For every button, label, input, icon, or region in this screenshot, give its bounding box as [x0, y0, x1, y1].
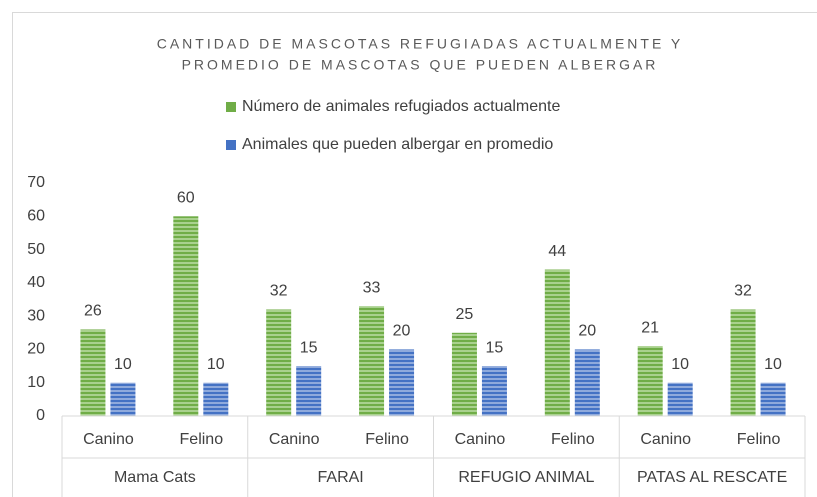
- legend-swatch: [226, 102, 236, 112]
- bar: [296, 366, 322, 416]
- bar: [80, 329, 106, 416]
- bar: [481, 366, 507, 416]
- chart-title: CANTIDAD DE MASCOTAS REFUGIADAS ACTUALME…: [157, 36, 684, 52]
- data-label: 20: [578, 323, 596, 340]
- legend-swatch: [226, 140, 236, 150]
- y-tick-label: 70: [27, 174, 45, 191]
- x-tick-label: Canino: [83, 431, 134, 448]
- x-tick-label: Felino: [365, 431, 409, 448]
- bar: [637, 346, 663, 416]
- bar: [203, 382, 229, 416]
- data-label: 26: [84, 303, 102, 320]
- legend-label: Animales que pueden albergar en promedio: [242, 136, 553, 153]
- x-tick-label: Felino: [737, 431, 781, 448]
- group-label: FARAI: [318, 469, 364, 486]
- group-label: Mama Cats: [114, 469, 196, 486]
- group-label: PATAS AL RESCATE: [637, 469, 787, 486]
- bar: [544, 269, 570, 416]
- bar: [173, 216, 199, 416]
- y-tick-label: 40: [27, 274, 45, 291]
- bar: [359, 306, 385, 416]
- data-label: 44: [548, 243, 566, 260]
- y-tick-label: 30: [27, 307, 45, 324]
- data-label: 10: [207, 356, 225, 373]
- data-label: 32: [734, 283, 752, 300]
- x-tick-label: Canino: [455, 431, 506, 448]
- bar: [760, 382, 786, 416]
- x-tick-label: Felino: [180, 431, 224, 448]
- bar: [110, 382, 136, 416]
- chart-border: [12, 12, 817, 497]
- y-tick-label: 10: [27, 374, 45, 391]
- data-label: 10: [671, 356, 689, 373]
- x-tick-label: Canino: [269, 431, 320, 448]
- bar: [266, 309, 292, 416]
- group-label: REFUGIO ANIMAL: [458, 469, 594, 486]
- data-label: 15: [300, 339, 318, 356]
- data-label: 10: [764, 356, 782, 373]
- x-tick-label: Canino: [640, 431, 691, 448]
- bar: [730, 309, 756, 416]
- chart-title: PROMEDIO DE MASCOTAS QUE PUEDEN ALBERGAR: [182, 57, 659, 73]
- bar: [667, 382, 693, 416]
- y-tick-label: 50: [27, 241, 45, 258]
- y-tick-label: 20: [27, 341, 45, 358]
- data-label: 33: [363, 279, 381, 296]
- data-label: 60: [177, 190, 195, 207]
- data-label: 21: [641, 319, 659, 336]
- x-tick-label: Felino: [551, 431, 595, 448]
- data-label: 10: [114, 356, 132, 373]
- data-label: 25: [456, 306, 474, 323]
- y-tick-label: 0: [36, 407, 45, 424]
- data-label: 32: [270, 283, 288, 300]
- bar: [389, 349, 415, 416]
- bar: [574, 349, 600, 416]
- legend-label: Número de animales refugiados actualment…: [242, 98, 561, 115]
- data-label: 15: [486, 339, 504, 356]
- bar: [451, 332, 477, 416]
- data-label: 20: [393, 323, 411, 340]
- y-tick-label: 60: [27, 208, 45, 225]
